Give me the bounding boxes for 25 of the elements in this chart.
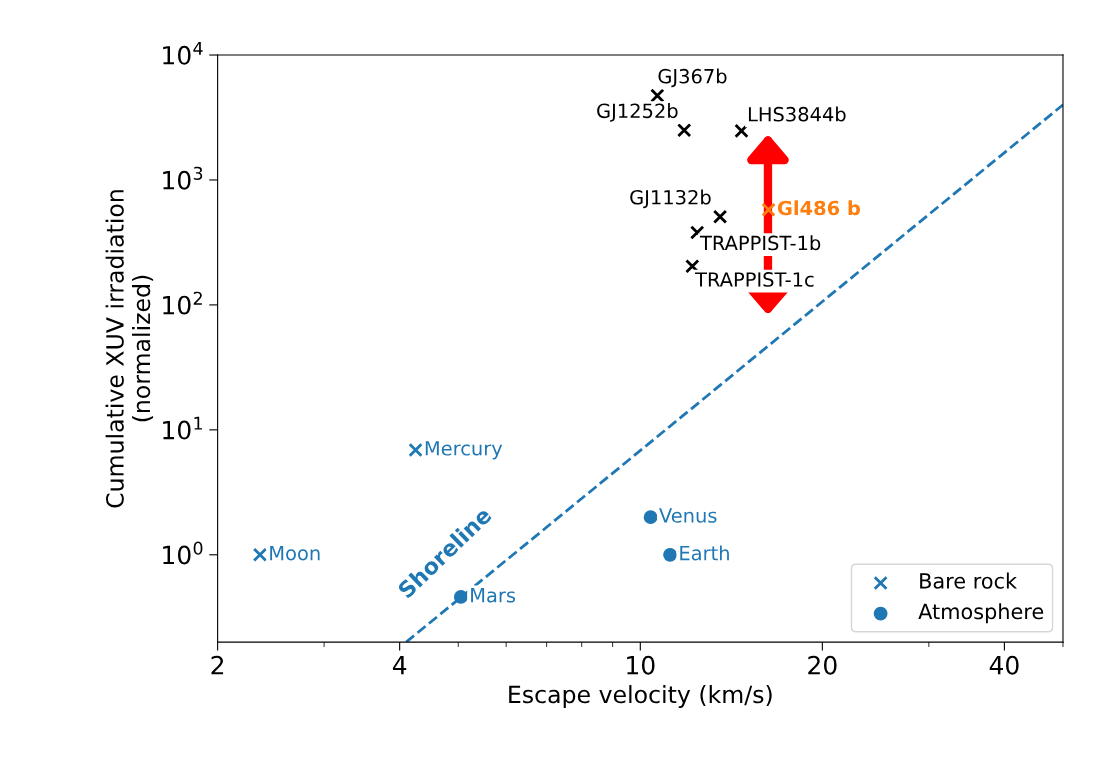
data-label: GJ1252b [597,103,678,122]
x-tick-label: 2 [211,655,224,675]
data-label: Gl486 b [777,200,860,216]
legend-label: Atmosphere [918,603,1044,624]
data-label: GJ367b [658,68,727,88]
x-tick-label: 4 [392,656,407,675]
data-label: TRAPPIST-1c [695,272,814,287]
x-tick-label: 40 [989,655,1019,675]
data-label: Venus [659,508,717,523]
legend-label: Bare rock [920,572,1018,589]
y-axis-title: Cumulative XUV irradiation (normalized) [105,190,154,508]
data-label: Mercury [425,441,503,460]
data-label: Moon [270,545,320,561]
data-label: GJ1132b [630,189,711,209]
y-tick-label: 10$^{2}$ [163,291,202,315]
x-tick-label: 10 [627,655,655,675]
y-tick-label: 10$^{1}$ [163,416,202,440]
y-tick-label: 10$^{4}$ [163,42,203,65]
data-label: TRAPPIST-1b [699,235,821,251]
y-tick-label: 10$^{0}$ [163,541,203,565]
data-label: LHS3844b [748,106,846,122]
y-tick-label: 10$^{3}$ [163,166,203,190]
data-label: Earth [680,545,729,561]
x-tick-label: 20 [808,655,837,675]
x-axis-title: Escape velocity (km/s) [509,685,772,708]
